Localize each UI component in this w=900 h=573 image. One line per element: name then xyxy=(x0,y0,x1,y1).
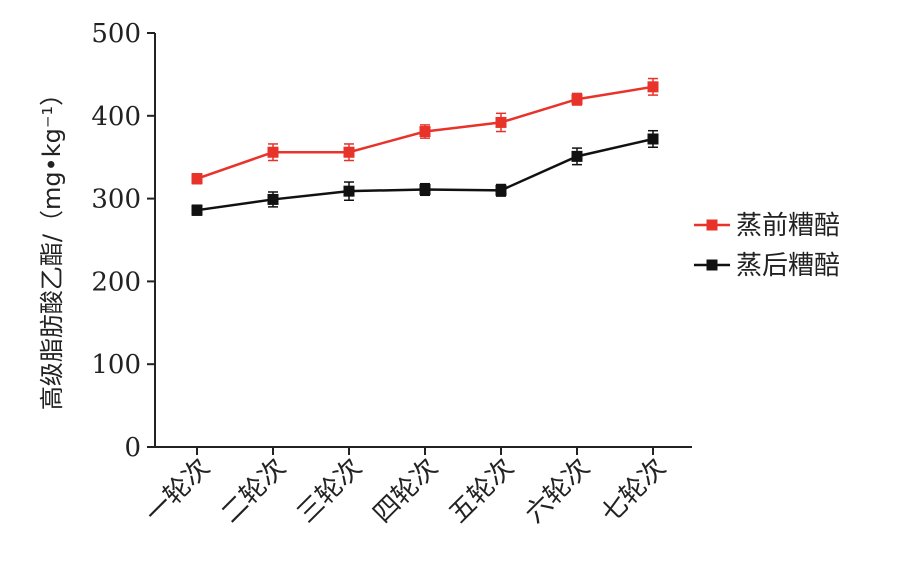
data-point xyxy=(267,193,279,205)
series-line xyxy=(196,137,654,212)
x-tick-label: 二轮次 xyxy=(216,453,292,529)
legend-marker xyxy=(706,219,718,231)
series-1 xyxy=(191,77,659,185)
data-point xyxy=(191,204,203,216)
y-tick-label: 0 xyxy=(124,433,141,463)
x-axis: 一轮次 二轮次 三轮次 四轮次 五轮次 六轮次 七轮次 xyxy=(140,446,692,529)
data-point xyxy=(343,146,355,158)
data-point xyxy=(343,185,355,197)
legend-marker xyxy=(706,259,718,271)
legend-label: 蒸后糟醅 xyxy=(736,251,840,281)
data-point xyxy=(495,116,507,128)
y-tick-label: 500 xyxy=(91,19,141,49)
y-tick-label: 100 xyxy=(91,350,141,380)
x-tick-label: 五轮次 xyxy=(444,453,520,529)
data-point xyxy=(647,133,659,145)
y-axis-label: 高级脂肪酸乙酯/（mg•kg⁻¹） xyxy=(38,82,66,410)
data-point xyxy=(419,126,431,138)
data-point xyxy=(267,146,279,158)
data-point xyxy=(419,183,431,195)
legend-label: 蒸前糟醅 xyxy=(736,211,840,241)
x-tick-label: 四轮次 xyxy=(368,453,444,529)
x-tick-label: 六轮次 xyxy=(520,453,596,529)
y-tick-label: 300 xyxy=(91,185,141,215)
y-axis: 0 100 200 300 400 500 xyxy=(91,19,156,463)
y-tick-label: 200 xyxy=(91,267,141,297)
data-point xyxy=(495,184,507,196)
data-point xyxy=(191,173,203,185)
data-point xyxy=(571,150,583,162)
series-layer xyxy=(191,77,659,216)
data-point xyxy=(647,81,659,93)
series-2 xyxy=(191,129,659,216)
data-point xyxy=(571,93,583,105)
x-tick-label: 七轮次 xyxy=(596,453,672,529)
y-tick-label: 400 xyxy=(91,102,141,132)
x-tick-label: 一轮次 xyxy=(140,453,216,529)
x-tick-label: 三轮次 xyxy=(292,453,368,529)
